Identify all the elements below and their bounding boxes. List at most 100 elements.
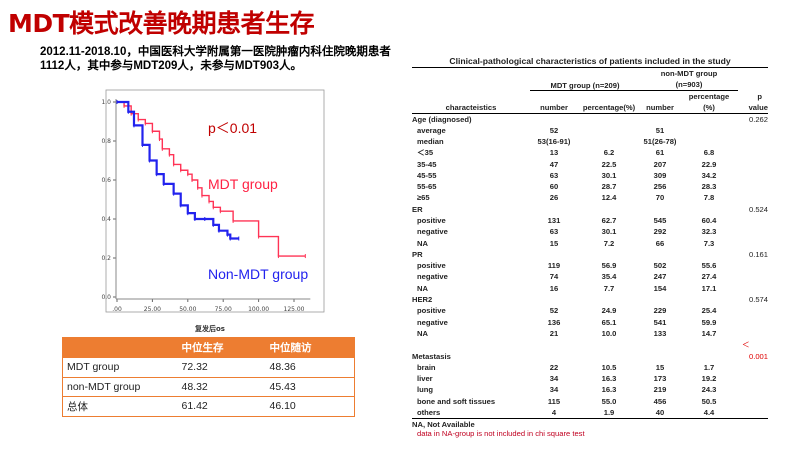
mdt-number: 52 xyxy=(549,306,559,316)
non-mdt-number: 502 xyxy=(653,261,667,271)
non-mdt-number: 541 xyxy=(653,317,667,327)
table-row: negative 63 30.1 292 32.3 xyxy=(412,226,768,237)
mdt-percentage: 10.5 xyxy=(601,362,617,372)
p-value xyxy=(738,226,768,237)
characteristic: lung xyxy=(417,385,434,395)
table-row: lung 34 16.3 219 24.3 xyxy=(412,384,768,395)
characteristic: liver xyxy=(417,374,433,384)
mdt-percentage: 35.4 xyxy=(601,272,617,282)
non-mdt-number: 256 xyxy=(653,182,667,192)
mdt-percentage: 7.2 xyxy=(603,238,615,248)
table-row: 45-55 63 30.1 309 34.2 xyxy=(412,170,768,181)
mdt-percentage xyxy=(578,249,640,260)
characteristic: positive xyxy=(417,306,446,316)
mdt-percentage: 28.7 xyxy=(601,182,617,192)
col-header: number xyxy=(540,102,568,112)
mdt-number xyxy=(530,339,578,350)
mdt-survival-curve xyxy=(117,101,306,257)
p-value xyxy=(738,136,768,147)
table-row: non-MDT group 48.32 45.43 xyxy=(62,376,355,397)
col-header: characteistics xyxy=(445,102,497,112)
p-value xyxy=(738,283,768,294)
characteristic: 55-65 xyxy=(417,182,437,192)
y-tick-label: 0.0 xyxy=(101,294,111,301)
non-mdt-number: 229 xyxy=(653,306,667,316)
mdt-number: 34 xyxy=(549,385,559,395)
non-mdt-percentage: 6.8 xyxy=(703,148,715,158)
mdt-percentage: 62.7 xyxy=(601,216,617,225)
non-mdt-number: 133 xyxy=(653,328,667,338)
footnote-chi-square: data in NA-group is not included in chi … xyxy=(417,429,585,439)
mdt-number xyxy=(530,294,578,305)
mdt-percentage: 55.0 xyxy=(601,396,617,406)
table-row: positive 52 24.9 229 25.4 xyxy=(412,305,768,316)
non-mdt-number: 456 xyxy=(653,396,667,406)
non-mdt-percentage: 32.3 xyxy=(701,227,717,237)
slide-title: MDT模式改善晚期患者生存 xyxy=(8,9,315,38)
p-value xyxy=(738,317,768,328)
p-value xyxy=(738,192,768,203)
mdt-percentage: 12.4 xyxy=(601,193,617,203)
cell: 48.36 xyxy=(265,357,355,378)
non-mdt-percentage: 1.7 xyxy=(703,362,715,372)
non-mdt-percentage xyxy=(680,113,738,124)
characteristic: NA xyxy=(417,238,428,248)
x-tick-label: 75.00 xyxy=(215,306,232,313)
characteristic: NA xyxy=(417,283,428,293)
non-mdt-number xyxy=(640,204,680,215)
mdt-number: 63 xyxy=(549,227,559,237)
mdt-percentage xyxy=(578,339,640,350)
x-tick-label: 25.00 xyxy=(144,306,161,313)
header-cell: 中位随访 xyxy=(265,337,355,358)
characteristic: PR xyxy=(412,249,423,259)
characteristic: 35-45 xyxy=(417,159,437,169)
mdt-percentage: 30.1 xyxy=(601,170,617,180)
table-row: NA 16 7.7 154 17.1 xyxy=(412,283,768,294)
p-value: 0.262 xyxy=(748,114,768,124)
non-mdt-percentage: 14.7 xyxy=(701,328,717,338)
table-row: ＜ xyxy=(412,339,768,350)
header-cell xyxy=(62,337,178,358)
p-value xyxy=(738,215,768,226)
legend-non-mdt: Non-MDT group xyxy=(208,266,308,282)
characteristic: Metastasis xyxy=(412,351,451,361)
median-survival-table: 中位生存 中位随访 MDT group 72.32 48.36 non-MDT gro… xyxy=(62,337,355,417)
table-row: 35-45 47 22.5 207 22.9 xyxy=(412,158,768,169)
mdt-number: 119 xyxy=(547,261,561,271)
table-title: Clinical-pathological characteristics of… xyxy=(412,56,768,68)
characteristic: bone and soft tissues xyxy=(417,396,496,406)
p-value: 0.001 xyxy=(748,351,768,361)
x-tick-label: .00 xyxy=(112,306,122,313)
col-header: value xyxy=(748,102,768,112)
mdt-percentage: 16.3 xyxy=(601,385,617,395)
non-mdt-number xyxy=(640,113,680,124)
non-mdt-percentage: 19.2 xyxy=(701,374,717,384)
mdt-percentage xyxy=(578,124,640,135)
col-header: (%) xyxy=(703,102,715,112)
cell: 72.32 xyxy=(177,357,266,378)
table-row: HER2 0.574 xyxy=(412,294,768,305)
non-mdt-percentage xyxy=(680,249,738,260)
characteristic: negative xyxy=(417,317,448,327)
non-mdt-percentage xyxy=(680,136,738,147)
characteristic: NA xyxy=(417,328,428,338)
km-survival-chart: 0.0 0.2 0.4 0.6 0.8 1.0 .00 25.00 50.00 75.00 100.… xyxy=(101,89,325,333)
mdt-percentage: 30.1 xyxy=(601,227,617,237)
y-tick-label: 0.8 xyxy=(101,138,111,145)
p-value: 0.574 xyxy=(748,295,768,305)
mdt-number: 22 xyxy=(549,362,559,372)
non-mdt-percentage: 50.5 xyxy=(701,396,717,406)
mdt-number: 47 xyxy=(549,159,559,169)
p-value xyxy=(738,124,768,135)
table-row: ＜35 13 6.2 61 6.8 xyxy=(412,147,768,158)
non-mdt-number: 292 xyxy=(653,227,667,237)
non-mdt-percentage xyxy=(680,339,738,350)
cell: MDT group xyxy=(62,357,178,378)
cell: 61.42 xyxy=(177,396,266,417)
non-mdt-number: 70 xyxy=(655,193,665,203)
x-tick-label: 50.00 xyxy=(179,306,196,313)
mdt-number: 15 xyxy=(549,238,559,248)
mdt-percentage: 16.3 xyxy=(601,374,617,384)
non-mdt-number xyxy=(640,350,680,361)
mdt-percentage xyxy=(578,113,640,124)
